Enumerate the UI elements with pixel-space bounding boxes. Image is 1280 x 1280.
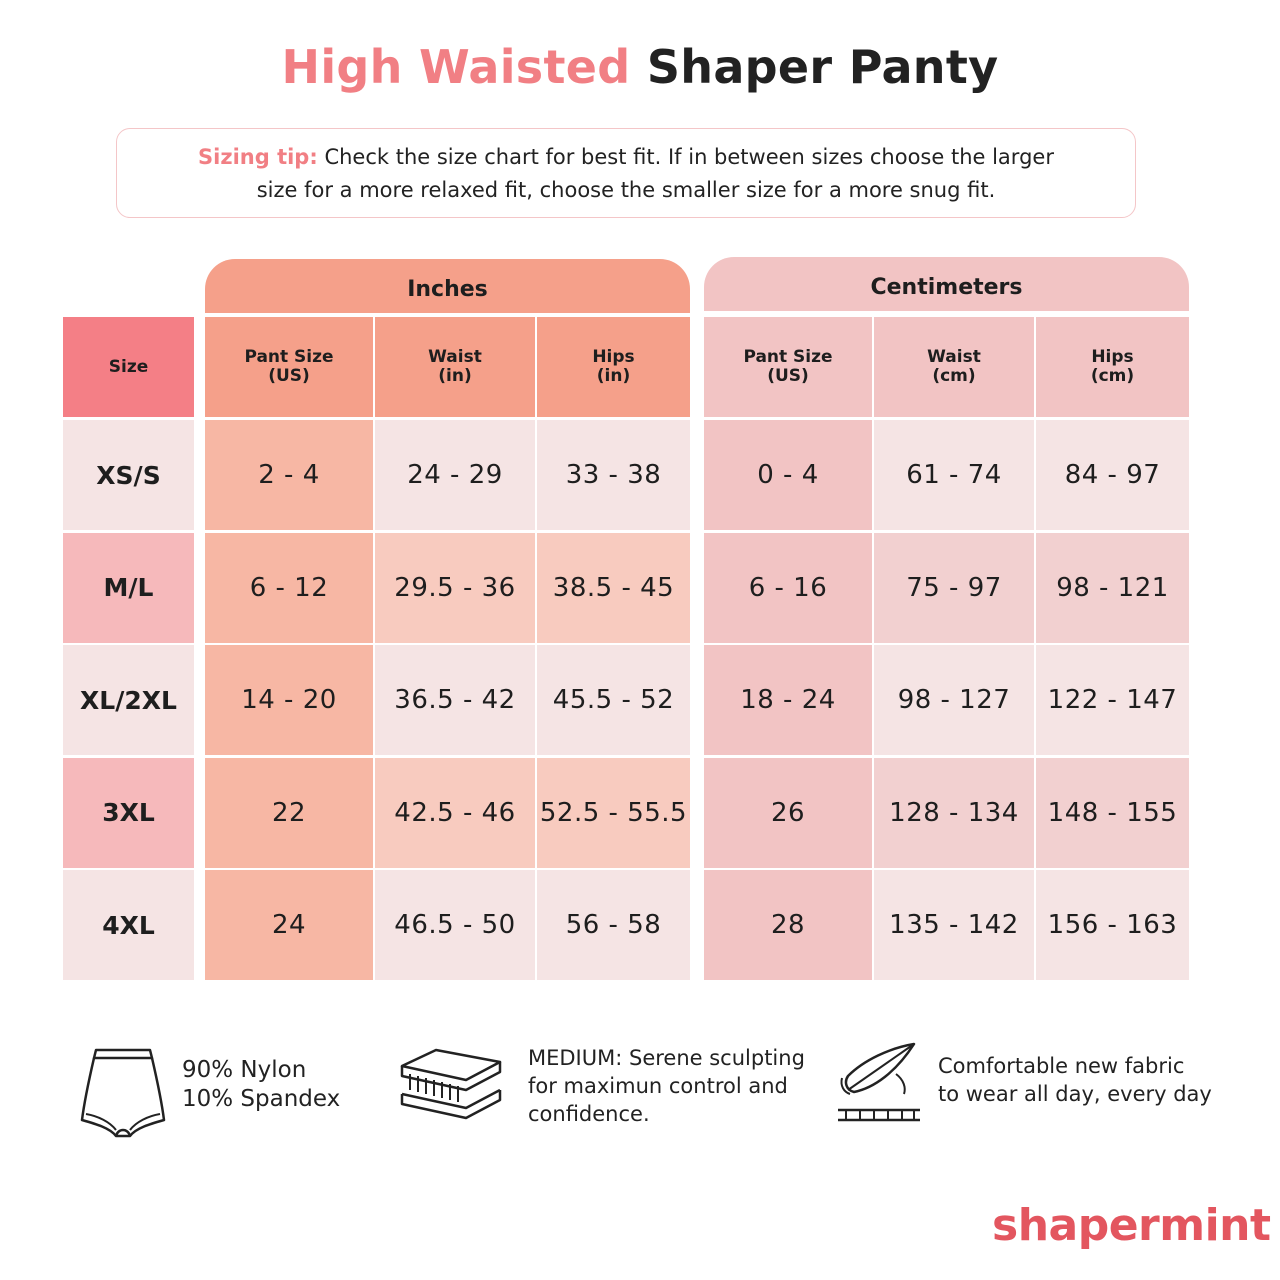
cell-in-hips: 33 - 38 bbox=[537, 420, 690, 530]
cell-in-waist: 24 - 29 bbox=[375, 420, 535, 530]
layers-icon bbox=[400, 1048, 502, 1120]
sizing-tip-line-1: Sizing tip: Check the size chart for bes… bbox=[117, 141, 1135, 174]
cell-in-waist: 29.5 - 36 bbox=[375, 532, 535, 643]
comfort-text: Comfortable new fabric to wear all day, … bbox=[938, 1052, 1212, 1108]
header-size: Size bbox=[63, 317, 194, 417]
cell-cm-hips: 122 - 147 bbox=[1036, 645, 1189, 755]
cell-cm-hips: 98 - 121 bbox=[1036, 532, 1189, 643]
header-cm-waist: Waist (cm) bbox=[874, 317, 1034, 417]
cell-in-hips: 56 - 58 bbox=[537, 870, 690, 980]
header-in-hips: Hips (in) bbox=[537, 317, 690, 417]
header-cm-hips: Hips (cm) bbox=[1036, 317, 1189, 417]
material-nylon: 90% Nylon bbox=[182, 1057, 307, 1083]
size-label: XS/S bbox=[63, 420, 194, 530]
cell-in-pant: 22 bbox=[205, 757, 373, 868]
header-cm-pant: Pant Size (US) bbox=[704, 317, 872, 417]
panty-icon bbox=[80, 1048, 166, 1138]
cell-cm-hips: 84 - 97 bbox=[1036, 420, 1189, 530]
size-label: M/L bbox=[63, 532, 194, 643]
header-in-pant: Pant Size (US) bbox=[205, 317, 373, 417]
title-main: Shaper Panty bbox=[646, 40, 999, 94]
material-text: 90% Nylon 10% Spandex bbox=[182, 1056, 340, 1114]
inches-group-header: Inches bbox=[205, 259, 690, 313]
compression-line-2: for maximun control and bbox=[528, 1074, 788, 1098]
comfort-line-2: to wear all day, every day bbox=[938, 1082, 1212, 1106]
sizing-tip-label: Sizing tip: bbox=[198, 145, 318, 169]
cell-in-waist: 46.5 - 50 bbox=[375, 870, 535, 980]
cell-in-pant: 14 - 20 bbox=[205, 645, 373, 755]
page-title: High Waisted Shaper Panty bbox=[0, 40, 1280, 94]
cell-cm-pant: 0 - 4 bbox=[704, 420, 872, 530]
cell-cm-pant: 28 bbox=[704, 870, 872, 980]
cell-in-pant: 24 bbox=[205, 870, 373, 980]
header-in-waist: Waist (in) bbox=[375, 317, 535, 417]
sizing-tip-box: Sizing tip: Check the size chart for bes… bbox=[116, 128, 1136, 218]
cell-cm-waist: 61 - 74 bbox=[874, 420, 1034, 530]
centimeters-group-header: Centimeters bbox=[704, 257, 1189, 311]
cell-cm-waist: 128 - 134 bbox=[874, 757, 1034, 868]
brand-logo: shapermint bbox=[992, 1200, 1271, 1251]
compression-line-3: confidence. bbox=[528, 1102, 650, 1126]
compression-line-1: MEDIUM: Serene sculpting bbox=[528, 1046, 805, 1070]
cell-in-hips: 38.5 - 45 bbox=[537, 532, 690, 643]
material-spandex: 10% Spandex bbox=[182, 1086, 341, 1112]
cell-cm-waist: 135 - 142 bbox=[874, 870, 1034, 980]
cell-in-waist: 42.5 - 46 bbox=[375, 757, 535, 868]
title-accent: High Waisted bbox=[281, 40, 631, 94]
cell-cm-waist: 98 - 127 bbox=[874, 645, 1034, 755]
cell-in-pant: 6 - 12 bbox=[205, 532, 373, 643]
cell-in-hips: 52.5 - 55.5 bbox=[537, 757, 690, 868]
cell-in-pant: 2 - 4 bbox=[205, 420, 373, 530]
sizing-tip-line-2: size for a more relaxed fit, choose the … bbox=[256, 178, 996, 202]
size-label: XL/2XL bbox=[63, 645, 194, 755]
cell-cm-hips: 156 - 163 bbox=[1036, 870, 1189, 980]
feather-icon bbox=[838, 1042, 920, 1122]
cell-cm-waist: 75 - 97 bbox=[874, 532, 1034, 643]
comfort-line-1: Comfortable new fabric bbox=[938, 1054, 1185, 1078]
cell-cm-pant: 6 - 16 bbox=[704, 532, 872, 643]
size-label: 3XL bbox=[63, 757, 194, 868]
compression-text: MEDIUM: Serene sculpting for maximun con… bbox=[528, 1044, 805, 1128]
sizing-tip-text-1: Check the size chart for best fit. If in… bbox=[324, 145, 1054, 169]
cell-cm-hips: 148 - 155 bbox=[1036, 757, 1189, 868]
size-label: 4XL bbox=[63, 870, 194, 980]
cell-cm-pant: 26 bbox=[704, 757, 872, 868]
cell-in-waist: 36.5 - 42 bbox=[375, 645, 535, 755]
cell-in-hips: 45.5 - 52 bbox=[537, 645, 690, 755]
cell-cm-pant: 18 - 24 bbox=[704, 645, 872, 755]
